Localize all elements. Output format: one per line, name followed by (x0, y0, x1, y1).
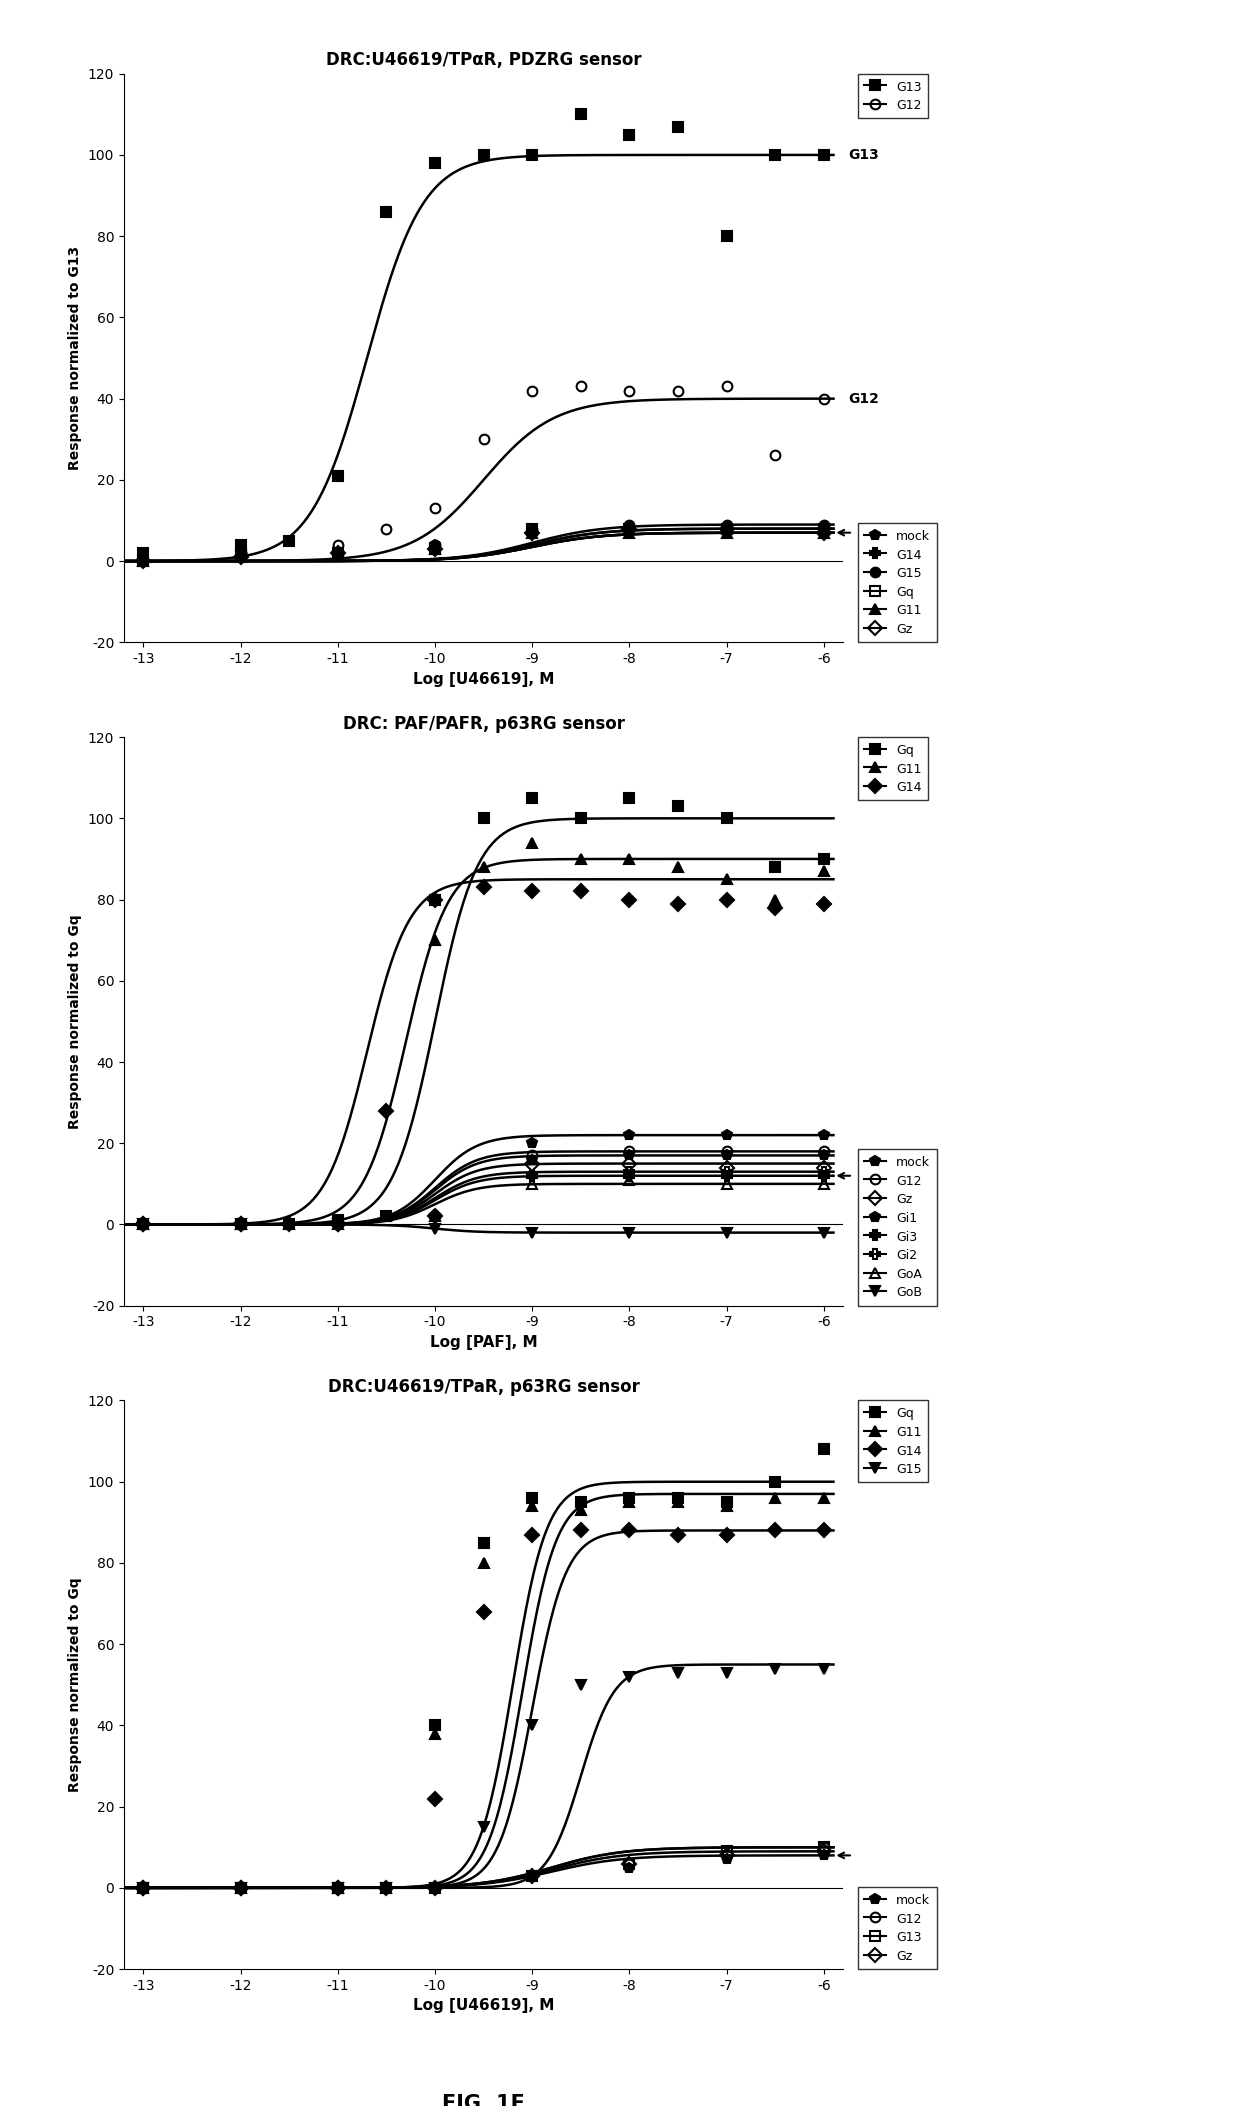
Text: FIG. 1E: FIG. 1E (443, 2093, 525, 2106)
Text: G13: G13 (848, 147, 879, 162)
X-axis label: Log [PAF], M: Log [PAF], M (430, 1335, 537, 1350)
Y-axis label: Response normalized to Gq: Response normalized to Gq (68, 1577, 82, 1792)
Y-axis label: Response normalized to Gq: Response normalized to Gq (68, 914, 82, 1129)
Title: DRC: PAF/PAFR, p63RG sensor: DRC: PAF/PAFR, p63RG sensor (342, 714, 625, 733)
X-axis label: Log [U46619], M: Log [U46619], M (413, 672, 554, 687)
Title: DRC:U46619/TPaR, p63RG sensor: DRC:U46619/TPaR, p63RG sensor (327, 1377, 640, 1396)
Legend: mock, G12, Gz, Gi1, Gi3, Gi2, GoA, GoB: mock, G12, Gz, Gi1, Gi3, Gi2, GoA, GoB (858, 1150, 936, 1306)
Y-axis label: Response normalized to G13: Response normalized to G13 (68, 246, 82, 470)
Text: FIG. 1D: FIG. 1D (440, 1430, 527, 1451)
Legend: mock, G12, G13, Gz: mock, G12, G13, Gz (858, 1887, 936, 1969)
X-axis label: Log [U46619], M: Log [U46619], M (413, 1999, 554, 2013)
Text: G12: G12 (848, 392, 879, 406)
Text: FIG. 1C: FIG. 1C (441, 767, 526, 788)
Legend: mock, G14, G15, Gq, G11, Gz: mock, G14, G15, Gq, G11, Gz (858, 522, 936, 642)
Title: DRC:U46619/TPαR, PDZRG sensor: DRC:U46619/TPαR, PDZRG sensor (326, 51, 641, 69)
